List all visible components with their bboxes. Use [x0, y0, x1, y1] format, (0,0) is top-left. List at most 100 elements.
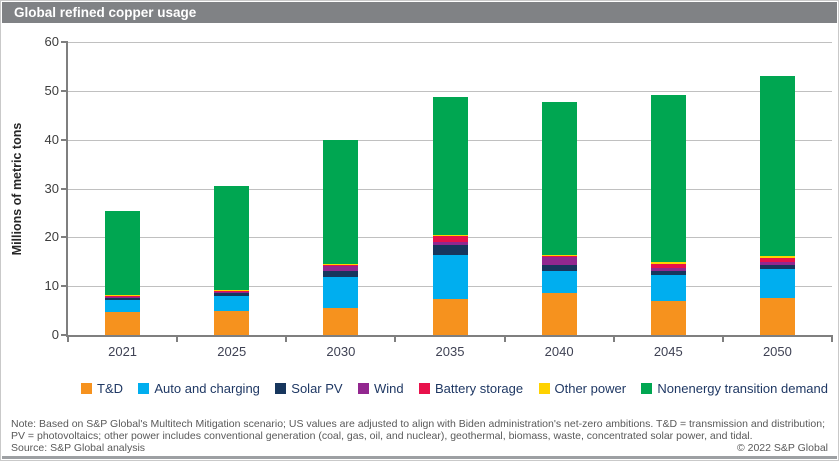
bar-segment-2030 — [323, 271, 359, 277]
bar-segment-2021 — [105, 297, 141, 300]
x-tick-label: 2021 — [108, 344, 138, 359]
x-tick-mark — [503, 337, 506, 342]
bar-segment-2040 — [541, 265, 577, 272]
x-tick-label: 2040 — [544, 344, 574, 359]
legend: T&D Auto and charging Solar PV Wind Battery … — [81, 380, 828, 397]
x-tick-mark — [721, 337, 724, 342]
x-tick-label: 2045 — [653, 344, 683, 359]
bar-segment-2045 — [650, 261, 686, 264]
bar-segment-2021 — [105, 312, 141, 335]
legend-label: Auto and charging — [154, 381, 260, 396]
y-tick-mark — [61, 89, 66, 92]
bar-segment-2040 — [541, 257, 577, 266]
bar-2025 — [214, 42, 250, 335]
y-tick-label: 30 — [44, 180, 59, 196]
x-tick-label: 2050 — [762, 344, 792, 359]
bar-segment-2025 — [214, 295, 250, 312]
bar-segment-2021 — [105, 296, 141, 298]
bar-segment-2030 — [323, 139, 359, 264]
bar-segment-2035 — [432, 298, 468, 335]
bar-segment-2035 — [432, 255, 468, 299]
y-tick-mark — [61, 138, 66, 141]
legend-item: Solar PV — [275, 381, 343, 396]
x-tick-mark — [285, 337, 288, 342]
bar-segment-2021 — [105, 294, 141, 297]
gridline-60 — [68, 42, 832, 43]
bar-segment-2050 — [759, 297, 795, 335]
x-tick-label: 2030 — [326, 344, 356, 359]
x-tick-mark — [394, 337, 397, 342]
x-axis-line — [66, 335, 833, 337]
chart-title-bar: Global refined copper usage — [2, 2, 837, 23]
bar-segment-2050 — [759, 261, 795, 266]
y-tick-label: 20 — [44, 229, 59, 245]
bar-segment-2050 — [759, 257, 795, 262]
legend-label: Wind — [373, 381, 404, 396]
bar-segment-2025 — [214, 291, 250, 293]
legend-item: Other power — [538, 381, 627, 396]
legend-label: Nonenergy transition demand — [657, 381, 828, 396]
source-line: Source: S&P Global analysis — [11, 442, 146, 454]
y-tick-label: 40 — [44, 131, 59, 147]
bar-segment-2045 — [650, 267, 686, 271]
bar-segment-2035 — [432, 235, 468, 242]
copyright: © 2022 S&P Global — [736, 442, 828, 454]
bar-segment-2045 — [650, 274, 686, 301]
plot-area — [68, 42, 832, 335]
legend-item: Auto and charging — [138, 381, 260, 396]
bar-segment-2030 — [323, 266, 359, 272]
bar-segment-2050 — [759, 269, 795, 298]
bar-segment-2025 — [214, 292, 250, 294]
y-tick-mark — [61, 41, 66, 43]
bar-segment-2035 — [432, 234, 468, 236]
legend-swatch-icon — [138, 383, 150, 394]
y-tick-label: 10 — [44, 278, 59, 294]
legend-item: T&D — [81, 381, 123, 396]
x-tick-mark — [612, 337, 615, 342]
x-tick-label: 2025 — [217, 344, 247, 359]
bar-2035 — [432, 42, 468, 335]
legend-swatch-icon — [641, 383, 653, 394]
bar-segment-2040 — [541, 255, 577, 258]
legend-label: Solar PV — [291, 381, 343, 396]
legend-swatch-icon — [418, 383, 430, 394]
gridline-50 — [68, 90, 832, 92]
bar-segment-2040 — [541, 101, 577, 255]
legend-label: Other power — [554, 381, 627, 396]
bar-segment-2035 — [432, 241, 468, 246]
y-axis-line — [66, 41, 68, 337]
y-tick-mark — [61, 187, 66, 190]
bar-segment-2021 — [105, 299, 141, 313]
bar-segment-2025 — [214, 289, 250, 292]
bar-segment-2045 — [650, 300, 686, 335]
y-tick-mark — [61, 285, 66, 288]
x-tick-label: 2035 — [435, 344, 465, 359]
bottom-bar — [2, 456, 837, 459]
bar-segment-2025 — [214, 311, 250, 335]
x-tick-mark — [176, 337, 179, 342]
bar-2021 — [105, 42, 141, 335]
legend-swatch-icon — [275, 383, 287, 394]
bar-segment-2040 — [541, 254, 577, 256]
bar-segment-2021 — [105, 211, 141, 295]
y-tick-label: 0 — [51, 327, 59, 342]
x-tick-mark — [67, 337, 69, 342]
bar-segment-2030 — [323, 263, 359, 265]
bar-segment-2035 — [432, 96, 468, 235]
legend-item: Nonenergy transition demand — [641, 381, 828, 396]
bar-segment-2030 — [323, 264, 359, 267]
bar-segment-2050 — [759, 255, 795, 258]
y-tick-label: 60 — [44, 34, 59, 49]
bar-2045 — [650, 42, 686, 335]
bar-segment-2045 — [650, 270, 686, 275]
y-tick-mark — [61, 236, 66, 239]
legend-label: Battery storage — [434, 381, 524, 396]
legend-swatch-icon — [357, 383, 369, 394]
bar-segment-2045 — [650, 263, 686, 268]
bar-segment-2050 — [759, 76, 795, 256]
y-tick-mark — [61, 334, 66, 336]
bar-segment-2025 — [214, 293, 250, 296]
chart-title: Global refined copper usage — [14, 5, 197, 20]
bar-segment-2040 — [541, 271, 577, 294]
